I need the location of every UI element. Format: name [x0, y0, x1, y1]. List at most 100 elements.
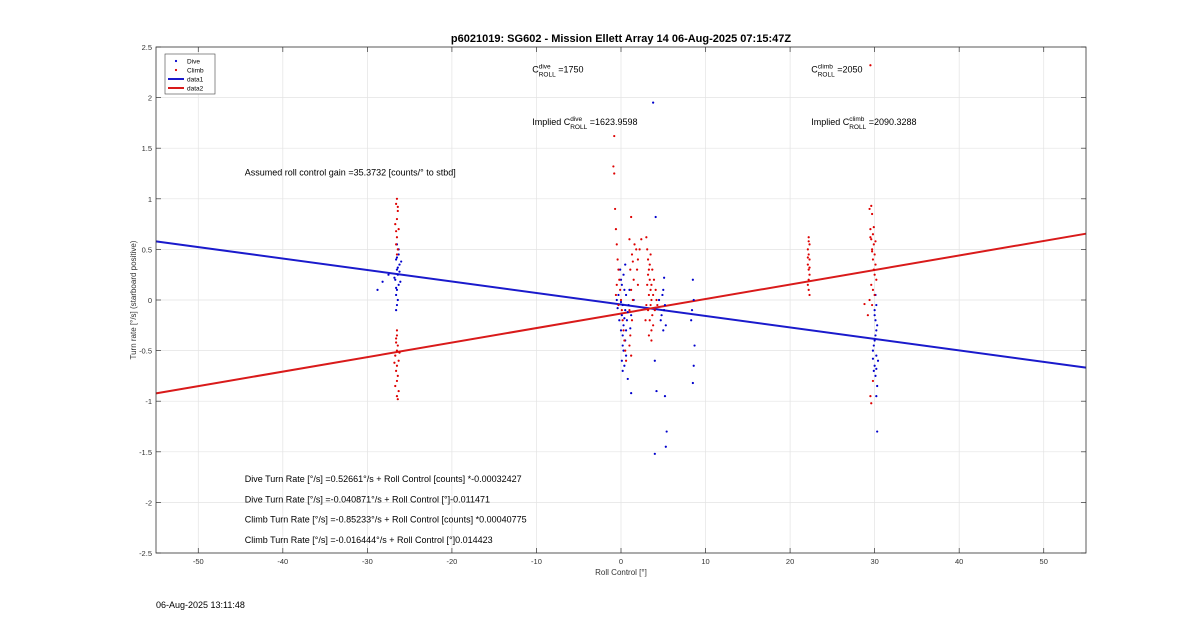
climb-point	[630, 253, 634, 256]
dive-point	[871, 357, 875, 360]
dive-point	[657, 298, 661, 302]
climb-point	[624, 359, 628, 362]
climb-point	[648, 263, 651, 266]
climb-point	[630, 288, 633, 291]
dive-point	[626, 377, 629, 381]
climb-point	[871, 303, 874, 307]
climb-point	[808, 266, 811, 269]
dive-point	[662, 288, 665, 291]
climb-point	[617, 268, 620, 271]
x-tick-label: -50	[193, 557, 204, 566]
climb-point	[807, 236, 810, 239]
dive-point	[397, 253, 400, 256]
dive-point	[661, 293, 664, 297]
climb-point	[638, 248, 641, 251]
dive-point	[652, 101, 655, 104]
dive-point	[395, 256, 399, 259]
dive-point	[624, 329, 628, 332]
annotation-climb-fit-counts: Climb Turn Rate [°/s] =-0.85233°/s + Rol…	[245, 515, 527, 525]
y-tick-label: 0.5	[142, 245, 152, 254]
climb-point	[632, 278, 635, 281]
x-tick-label: 10	[701, 557, 709, 566]
climb-point	[808, 258, 811, 261]
climb-point	[807, 288, 810, 291]
dive-point	[874, 319, 877, 322]
climb-point	[618, 278, 621, 281]
dive-point	[620, 314, 623, 317]
y-tick-label: -2	[145, 498, 152, 507]
dive-point	[622, 273, 625, 276]
climb-point	[871, 212, 874, 216]
x-tick-label: 50	[1040, 557, 1048, 566]
dive-point	[876, 359, 880, 362]
dive-point	[663, 309, 666, 312]
dive-point	[395, 286, 398, 289]
fit-line-data1	[155, 240, 1087, 369]
climb-point	[650, 283, 653, 286]
climb-point	[616, 258, 619, 261]
climb-point	[807, 278, 810, 281]
dive-point	[872, 344, 875, 347]
climb-point	[394, 384, 397, 388]
climb-point	[806, 263, 809, 266]
dive-point	[376, 288, 379, 291]
climb-point	[806, 256, 809, 259]
dive-point	[622, 349, 625, 352]
dive-point	[664, 324, 667, 327]
y-tick-label: -2.5	[139, 549, 152, 558]
annotation-imp-dive: Implied Cdive ROLL =1623.9598	[532, 116, 637, 131]
dive-point	[624, 309, 627, 312]
x-tick-label: 40	[955, 557, 963, 566]
climb-point	[395, 334, 399, 337]
dive-point	[620, 283, 623, 286]
climb-point	[395, 341, 398, 344]
dive-point	[624, 354, 628, 357]
climb-point	[807, 253, 810, 256]
climb-point	[629, 334, 632, 337]
dive-point	[629, 327, 632, 330]
climb-point	[872, 226, 875, 229]
print-timestamp: 06-Aug-2025 13:11:48	[156, 600, 245, 610]
dive-point	[660, 314, 663, 317]
axis-ticks: -50 -40 -30 -20 -10 0 10 20 30 40 50-2.5-2-1.5-1-0…	[139, 43, 1086, 566]
climb-point	[651, 268, 654, 271]
dive-point	[875, 367, 878, 370]
climb-point	[869, 395, 872, 398]
climb-point	[633, 243, 636, 246]
climb-point	[615, 283, 618, 286]
dive-point	[398, 270, 401, 273]
dive-point	[395, 258, 398, 261]
climb-point	[621, 319, 624, 322]
dive-point	[872, 369, 875, 372]
dive-point	[873, 309, 876, 312]
dive-point	[396, 266, 399, 269]
climb-point	[651, 314, 654, 317]
dive-point	[691, 381, 694, 385]
dive-point	[873, 339, 876, 342]
climb-point	[395, 364, 399, 367]
climb-point	[619, 298, 623, 302]
climb-point	[395, 217, 399, 221]
climb-point	[648, 278, 651, 281]
dive-point	[621, 344, 624, 347]
dive-point	[692, 364, 695, 367]
dive-point	[398, 263, 401, 266]
climb-point	[396, 248, 399, 251]
climb-point	[628, 344, 631, 347]
climb-point	[870, 238, 873, 241]
dive-point	[615, 298, 618, 302]
climb-point	[396, 205, 399, 208]
climb-point	[631, 260, 634, 263]
climb-point	[394, 223, 397, 226]
climb-point	[656, 303, 659, 307]
climb-point	[395, 230, 398, 233]
climb-point	[395, 202, 398, 205]
climb-point	[646, 283, 649, 286]
y-tick-label: 2	[148, 94, 152, 103]
climb-point	[647, 334, 651, 337]
climb-point	[395, 379, 399, 383]
dive-point	[395, 309, 398, 312]
climb-point	[868, 298, 871, 302]
dive-point	[876, 430, 879, 433]
climb-point	[873, 293, 876, 297]
